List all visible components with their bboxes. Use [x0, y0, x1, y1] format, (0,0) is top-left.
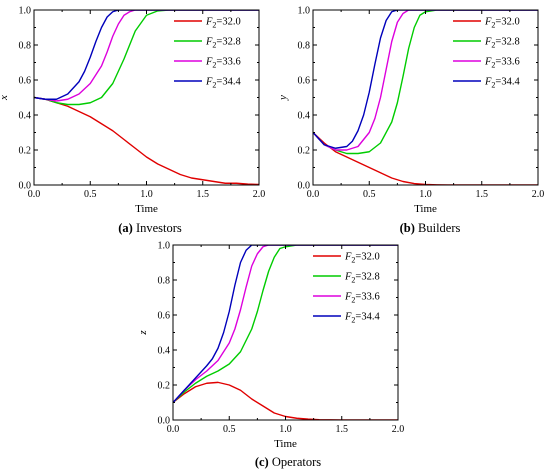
legend-label-3: F2=33.6 [344, 292, 380, 305]
legend-label-2: F2=32.8 [205, 37, 241, 50]
y-tick-label: 0.8 [158, 276, 171, 287]
x-tick-label: 2.0 [392, 424, 405, 435]
legend-label-1: F2=32.0 [205, 17, 241, 30]
panel-c: 0.0 0.5 1.0 1.5 2.0 0.0 0.2 0.4 0.6 0.8 1.0 Time z F2… [137, 241, 404, 451]
y-tick-label: 0.2 [158, 381, 171, 392]
series-line-1 [313, 131, 538, 185]
y-tick-label: 1.0 [19, 6, 32, 17]
legend: F2=32.0 F2=32.8 F2=33.6 F2=34.4 [313, 252, 380, 325]
series-line-1 [173, 381, 398, 420]
caption-a: (a) Investors [118, 221, 182, 235]
legend-label-3: F2=33.6 [484, 57, 520, 70]
caption-b: (b) Builders [400, 221, 461, 235]
legend-label-4: F2=34.4 [205, 77, 241, 90]
x-tick-label: 0.5 [223, 424, 236, 435]
panel-a: 0.0 0.5 1.0 1.5 2.0 0.0 0.2 0.4 0.6 0.8 1.0 Time x F2… [0, 6, 265, 216]
y-tick-label: 0.2 [19, 146, 32, 157]
y-axis-title: y [277, 95, 289, 101]
series-line-4 [313, 10, 538, 149]
series-line-3 [34, 10, 259, 102]
y-axis-title: x [0, 95, 10, 101]
x-tick-label: 1.0 [279, 424, 292, 435]
legend-label-1: F2=32.0 [484, 17, 520, 30]
legend-label-2: F2=32.8 [484, 37, 520, 50]
x-axis-title: Time [274, 438, 297, 450]
y-tick-label: 0.0 [158, 416, 171, 427]
x-tick-label: 0.5 [363, 189, 376, 200]
series-group [313, 10, 538, 185]
y-tick-label: 1.0 [158, 241, 171, 252]
x-tick-label: 1.5 [476, 189, 489, 200]
x-tick-label: 0.5 [84, 189, 97, 200]
x-tick-label: 0.0 [307, 189, 320, 200]
panel-b: 0.0 0.5 1.0 1.5 2.0 0.0 0.2 0.4 0.6 0.8 1.0 Time y F2… [277, 6, 544, 216]
legend-label-2: F2=32.8 [344, 272, 380, 285]
x-axis-title: Time [135, 203, 158, 215]
x-tick-label: 0.0 [28, 189, 41, 200]
x-tick-label: 0.0 [167, 424, 180, 435]
legend-label-4: F2=34.4 [344, 312, 380, 325]
x-tick-label: 2.0 [253, 189, 266, 200]
series-line-1 [34, 96, 259, 185]
y-tick-label: 0.8 [298, 41, 311, 52]
y-tick-label: 0.6 [298, 76, 311, 87]
caption-c: (c) Operators [255, 455, 321, 469]
legend-label-1: F2=32.0 [344, 252, 380, 265]
x-tick-label: 2.0 [532, 189, 545, 200]
y-tick-label: 0.8 [19, 41, 32, 52]
series-line-4 [173, 245, 398, 403]
x-axis-title: Time [414, 203, 437, 215]
y-tick-label: 0.4 [19, 111, 32, 122]
series-line-3 [173, 245, 398, 403]
y-tick-label: 0.6 [19, 76, 32, 87]
legend-label-4: F2=34.4 [484, 77, 520, 90]
legend-label-3: F2=33.6 [205, 57, 241, 70]
legend: F2=32.0 F2=32.8 F2=33.6 F2=34.4 [453, 17, 520, 90]
series-line-2 [173, 245, 398, 404]
x-tick-label: 1.0 [419, 189, 432, 200]
series-line-4 [34, 10, 259, 100]
x-tick-label: 1.0 [140, 189, 153, 200]
y-tick-label: 0.6 [158, 311, 171, 322]
legend: F2=32.0 F2=32.8 F2=33.6 F2=34.4 [174, 17, 241, 90]
y-tick-label: 0.0 [19, 181, 32, 192]
y-tick-label: 0.2 [298, 146, 311, 157]
y-tick-label: 1.0 [298, 6, 311, 17]
y-tick-label: 0.4 [158, 346, 171, 357]
x-tick-label: 1.5 [197, 189, 210, 200]
series-line-2 [313, 10, 538, 155]
y-tick-label: 0.0 [298, 181, 311, 192]
y-axis-title: z [137, 330, 149, 336]
x-tick-label: 1.5 [336, 424, 349, 435]
series-line-3 [313, 10, 538, 151]
y-tick-label: 0.4 [298, 111, 311, 122]
